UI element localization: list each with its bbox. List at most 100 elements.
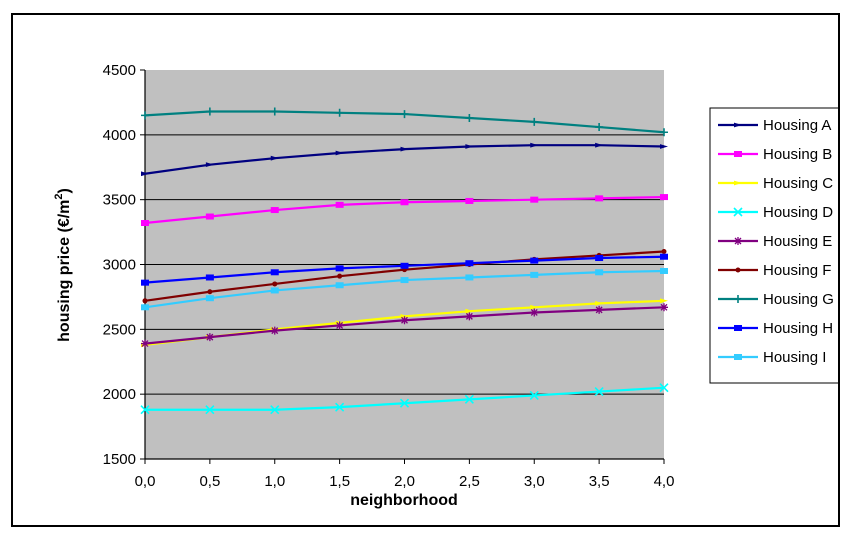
legend-marker-7: [734, 325, 742, 331]
data-point-2-5: [465, 308, 474, 314]
data-point-8-8: [660, 267, 668, 274]
y-tick-labels: 1500 2000 2500 3000 3500 4000 4500: [103, 62, 136, 468]
data-point-1-3: [335, 201, 344, 208]
data-point-5-1: [207, 289, 213, 295]
legend-marker-1: [734, 151, 742, 157]
data-point-2-6: [530, 304, 539, 310]
legend-label-3: Housing D: [763, 204, 833, 221]
x-axis-title: neighborhood: [350, 492, 458, 509]
data-point-1-2: [270, 207, 279, 214]
data-point-0-5: [465, 144, 474, 149]
y-tick-label-3500: 3500: [103, 192, 136, 209]
data-point-3-8: [659, 383, 669, 393]
legend-marker-8: [734, 354, 742, 360]
data-point-7-8: [660, 253, 668, 260]
y-tick-label-1500: 1500: [103, 451, 136, 468]
series-7: [141, 253, 668, 286]
y-axis-title: housing price (€/m2): [53, 188, 73, 342]
data-point-3-3: [335, 402, 345, 412]
x-tick-label-4: 2,0: [394, 473, 415, 490]
data-point-7-2: [270, 269, 279, 276]
data-point-1-4: [400, 199, 409, 206]
series-group: [140, 107, 669, 415]
legend-marker-6: [734, 295, 742, 303]
legend-label-5: Housing F: [763, 262, 831, 279]
data-point-1-6: [530, 196, 539, 203]
data-point-6-0: [141, 111, 149, 120]
data-point-8-0: [141, 304, 149, 311]
chart-frame: 1500 2000 2500 3000 3500 4000 4500 0,0 0,5 1,0 1,…: [11, 13, 846, 527]
legend-label-8: Housing I: [763, 349, 826, 366]
y-tick-label-4000: 4000: [103, 127, 136, 144]
data-point-8-2: [270, 287, 279, 294]
x-tick-label-3: 1,5: [329, 473, 350, 490]
data-point-2-7: [595, 301, 604, 306]
data-point-0-4: [400, 146, 409, 152]
data-point-7-5: [465, 260, 474, 267]
y-tick-label-4500: 4500: [103, 62, 136, 79]
data-point-8-6: [530, 271, 539, 278]
legend-marker-2: [734, 180, 742, 186]
data-point-6-4: [400, 110, 409, 119]
data-point-8-7: [595, 269, 604, 276]
data-point-6-3: [335, 108, 344, 117]
series-1: [141, 194, 668, 227]
legend-label-4: Housing E: [763, 233, 832, 250]
data-point-4-5: [465, 312, 474, 321]
x-tick-label-6: 3,0: [524, 473, 545, 490]
data-point-1-7: [595, 195, 604, 202]
data-point-8-5: [465, 274, 474, 281]
data-point-6-8: [660, 128, 668, 137]
data-point-0-6: [530, 142, 539, 148]
data-point-4-2: [270, 326, 279, 335]
data-point-0-1: [205, 162, 214, 168]
data-point-3-6: [529, 390, 539, 401]
data-point-7-3: [335, 265, 344, 272]
data-point-3-5: [464, 394, 474, 404]
legend-label-7: Housing H: [763, 320, 833, 337]
data-point-5-0: [142, 298, 148, 304]
y-axis-title-close: ): [56, 188, 73, 193]
legend-marker-5: [735, 267, 741, 273]
data-point-0-0: [141, 171, 149, 177]
data-point-5-3: [337, 273, 343, 279]
series-6: [141, 107, 668, 137]
data-point-8-4: [400, 277, 409, 284]
data-point-8-3: [335, 282, 344, 289]
series-0: [141, 142, 668, 177]
data-point-3-1: [205, 405, 215, 415]
legend-label-1: Housing B: [763, 146, 832, 163]
x-tick-label-1: 0,5: [199, 473, 220, 490]
data-point-4-3: [335, 321, 344, 330]
data-point-4-6: [530, 308, 539, 317]
data-point-7-7: [595, 255, 604, 262]
data-point-1-5: [465, 197, 474, 204]
data-point-6-6: [530, 117, 539, 126]
y-axis-title-main: housing price (€/m: [56, 200, 73, 342]
series-8: [141, 267, 668, 311]
y-axis-title-sup: 2: [53, 193, 65, 199]
data-point-5-2: [272, 281, 278, 287]
data-point-8-1: [205, 295, 214, 302]
data-point-3-4: [399, 398, 410, 408]
legend-marker-3: [733, 207, 743, 217]
data-point-0-2: [270, 155, 279, 161]
data-point-7-1: [205, 274, 214, 281]
data-point-0-8: [660, 144, 668, 149]
data-point-4-8: [660, 303, 668, 312]
series-3: [140, 383, 669, 415]
x-tick-label-5: 2,5: [459, 473, 480, 490]
data-point-7-6: [530, 257, 539, 264]
data-point-1-0: [141, 220, 149, 227]
axes: [140, 69, 665, 464]
data-point-6-1: [205, 107, 214, 116]
legend-marker-4: [734, 237, 742, 245]
data-point-3-7: [594, 387, 604, 397]
data-point-1-8: [660, 194, 668, 201]
y-tick-label-2500: 2500: [103, 321, 136, 338]
legend-label-2: Housing C: [763, 175, 833, 192]
data-point-1-1: [205, 213, 214, 220]
data-point-4-4: [400, 316, 409, 325]
data-point-3-0: [140, 405, 150, 415]
data-point-2-8: [660, 298, 668, 304]
